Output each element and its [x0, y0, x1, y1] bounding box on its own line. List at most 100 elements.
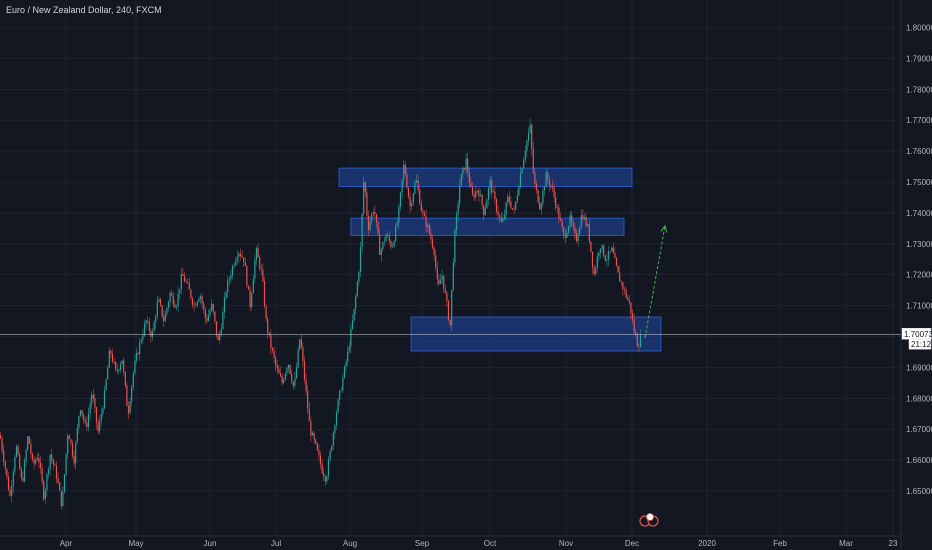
candle-body [222, 312, 224, 330]
candle-body [475, 191, 477, 198]
price-tick-label: 1.69000 [906, 363, 932, 372]
candle-body [353, 308, 355, 321]
candle-body [356, 282, 358, 297]
candle-body [87, 413, 90, 427]
candle-body [430, 233, 432, 240]
candle-body [478, 190, 480, 197]
candle-body [535, 183, 538, 191]
projection-arrow[interactable] [644, 224, 668, 339]
candle-body [407, 187, 410, 198]
candle-body [457, 203, 459, 215]
candle-body [38, 457, 40, 463]
candle-body [579, 226, 581, 235]
candle-body [110, 350, 112, 354]
candle-body [393, 241, 395, 247]
candle-body [391, 246, 394, 248]
price-tick-label: 1.68000 [906, 394, 932, 403]
candle-body [500, 217, 502, 222]
zone-rectangle[interactable] [350, 217, 625, 236]
candle-body [441, 275, 443, 281]
event-marker-icon[interactable] [646, 513, 654, 521]
candle-body [95, 407, 98, 423]
candle-body [351, 320, 354, 329]
candle-body [121, 360, 123, 365]
candle-body [473, 194, 475, 198]
candle-body [527, 132, 530, 141]
candle-body [409, 197, 411, 207]
time-axis[interactable]: Apr May Jun Jul Aug Sep Oct Nov Dec 2020 Feb Mar 23 [60, 539, 898, 548]
candle-body [127, 405, 130, 414]
candle-body [558, 207, 560, 219]
candle-body [28, 436, 30, 444]
candle-body [545, 172, 547, 187]
candle-body [511, 208, 514, 210]
candle-body [219, 333, 221, 341]
candle-body [555, 197, 557, 208]
candle-body [499, 215, 501, 218]
candle-body [203, 303, 205, 309]
candle-body [620, 281, 622, 283]
candle-body [27, 436, 29, 451]
price-tick-label: 1.66000 [906, 456, 932, 465]
candle-body [486, 199, 488, 209]
candle-body [465, 158, 467, 170]
candle-body [307, 390, 309, 409]
candle-body [195, 305, 197, 306]
candle-body [526, 140, 528, 152]
price-tick-label: 1.79000 [906, 54, 932, 63]
projection-line[interactable] [644, 225, 666, 339]
candle-body [563, 227, 565, 235]
candle-body [212, 303, 214, 312]
candle-body [91, 394, 93, 405]
candle-body [47, 469, 50, 475]
candle-body [401, 179, 403, 193]
candle-body [143, 323, 146, 336]
candle-body [489, 179, 491, 189]
time-tick-label: 2020 [698, 539, 716, 548]
candle-body [417, 180, 419, 190]
price-tick-label: 1.76000 [906, 147, 932, 156]
zone-rectangle[interactable] [338, 167, 633, 188]
event-markers[interactable] [639, 513, 659, 527]
candle-body [599, 248, 602, 253]
candle-body [446, 292, 448, 301]
candle-body [4, 461, 6, 469]
candle-body [529, 124, 531, 133]
candle-body [233, 265, 235, 267]
candle-body [631, 313, 634, 320]
candle-body [76, 427, 78, 443]
candle-body [497, 211, 499, 216]
candle-body [225, 292, 227, 298]
candle-body [291, 373, 293, 382]
candle-body [419, 189, 421, 204]
candle-body [575, 232, 578, 242]
current-price-label: 1.70073 [904, 330, 932, 339]
candle-body [46, 474, 48, 491]
candle-body [316, 443, 318, 450]
candle-body [118, 369, 120, 371]
candle-body [335, 412, 338, 426]
candle-body [567, 226, 570, 233]
candle-body [30, 443, 32, 455]
candle-body [411, 203, 413, 207]
candle-body [231, 266, 234, 276]
candle-body [31, 454, 34, 460]
candle-body [590, 241, 592, 252]
candle-body [569, 215, 571, 227]
arrow-head-icon[interactable] [660, 224, 668, 233]
candle-body [22, 477, 24, 482]
candle-body [238, 253, 240, 257]
candle-body [294, 378, 296, 386]
candle-body [619, 272, 621, 282]
candle-body [455, 214, 458, 231]
candle-body [447, 300, 450, 321]
candle-body [607, 251, 610, 260]
candle-body [587, 223, 589, 226]
candle-body [467, 158, 469, 173]
price-tick-label: 1.80000 [906, 24, 932, 33]
candle-body [412, 193, 414, 204]
candle-body [14, 456, 16, 472]
chart-title: Euro / New Zealand Dollar, 240, FXCM [6, 5, 162, 15]
candle-body [611, 247, 613, 252]
